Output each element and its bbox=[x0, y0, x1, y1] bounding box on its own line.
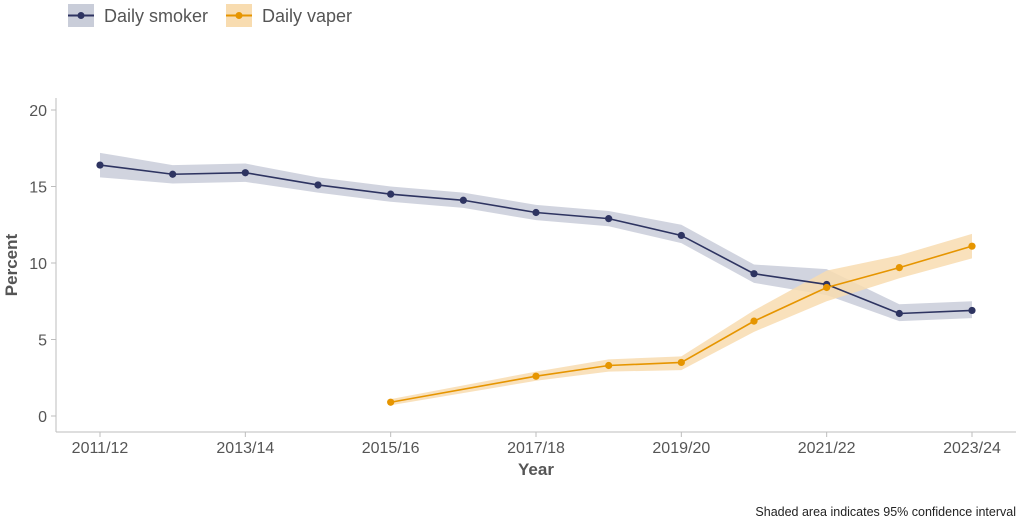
data-point-vaper bbox=[968, 242, 976, 250]
legend-point-vaper bbox=[235, 12, 243, 19]
data-point-smoker bbox=[169, 170, 177, 178]
data-point-vaper bbox=[750, 317, 758, 325]
x-axis-title: Year bbox=[518, 460, 554, 479]
x-tick-label: 2015/16 bbox=[362, 440, 420, 457]
x-ticks: 2011/12 2013/14 2015/16 2017/18 2019/20 2021/… bbox=[72, 432, 1001, 457]
data-point-vaper bbox=[387, 398, 395, 406]
data-point-vaper bbox=[823, 283, 831, 292]
data-point-smoker bbox=[387, 190, 395, 198]
data-point-vaper bbox=[895, 263, 903, 272]
legend-item-vaper: Daily vaper bbox=[226, 4, 352, 27]
ci-band-vaper bbox=[390, 233, 973, 406]
y-tick-label: 10 bbox=[29, 256, 47, 273]
series-points bbox=[96, 161, 976, 406]
y-tick-label: 5 bbox=[38, 333, 47, 350]
x-tick-label: 2017/18 bbox=[507, 440, 565, 457]
x-tick-label: 2011/12 bbox=[72, 440, 129, 457]
data-point-vaper bbox=[605, 361, 613, 370]
data-point-smoker bbox=[241, 169, 249, 177]
x-tick-label: 2021/22 bbox=[798, 440, 856, 457]
legend-label-vaper: Daily vaper bbox=[262, 6, 352, 26]
y-axis-title: Percent bbox=[2, 233, 21, 296]
y-tick-label: 20 bbox=[29, 103, 47, 120]
ci-band-smoker bbox=[100, 152, 972, 322]
y-tick-label: 0 bbox=[38, 409, 47, 426]
data-point-smoker bbox=[605, 215, 613, 223]
series-line-vaper bbox=[390, 245, 973, 404]
y-ticks: 0 5 10 15 20 bbox=[29, 103, 56, 426]
data-point-smoker bbox=[968, 306, 976, 315]
x-tick-label: 2019/20 bbox=[652, 440, 710, 457]
legend-point-smoker bbox=[77, 12, 85, 19]
data-point-smoker bbox=[677, 231, 685, 240]
data-point-smoker bbox=[895, 309, 903, 318]
y-tick-label: 15 bbox=[29, 180, 47, 197]
x-tick-label: 2023/24 bbox=[943, 440, 1001, 457]
confidence-bands bbox=[100, 152, 973, 406]
series-lines bbox=[99, 164, 973, 404]
chart-caption: Shaded area indicates 95% confidence int… bbox=[755, 505, 1016, 519]
data-point-vaper bbox=[532, 372, 540, 380]
data-point-smoker bbox=[96, 161, 104, 169]
x-tick-label: 2013/14 bbox=[216, 440, 274, 457]
data-point-smoker bbox=[314, 181, 322, 189]
data-point-smoker bbox=[459, 196, 467, 204]
legend-item-smoker: Daily smoker bbox=[68, 4, 208, 27]
legend-label-smoker: Daily smoker bbox=[104, 6, 208, 26]
data-point-smoker bbox=[750, 270, 758, 278]
legend: Daily smoker Daily vaper bbox=[68, 4, 352, 27]
data-point-vaper bbox=[677, 358, 685, 367]
data-point-smoker bbox=[532, 208, 540, 217]
